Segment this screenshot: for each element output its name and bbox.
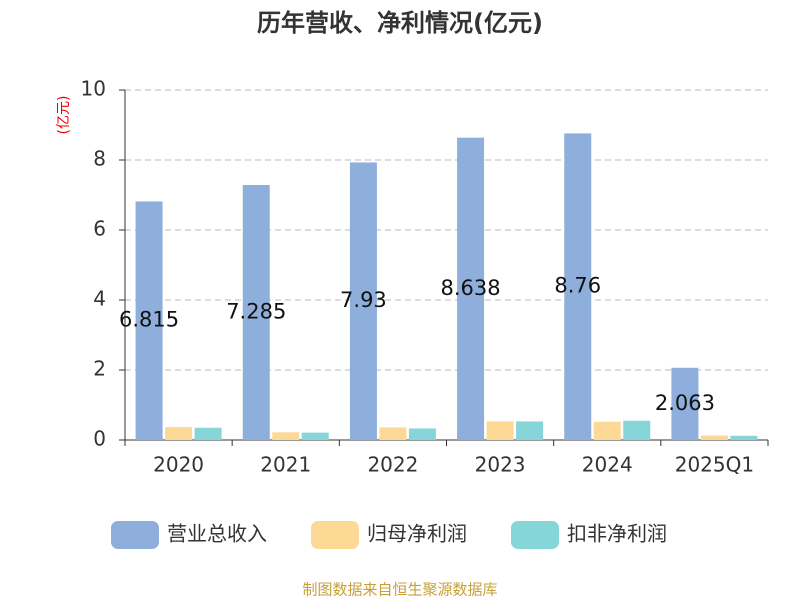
bar bbox=[486, 421, 514, 440]
y-tick-label: 6 bbox=[93, 217, 106, 241]
bar bbox=[301, 432, 329, 440]
y-tick-label: 10 bbox=[81, 77, 106, 101]
x-tick-label: 2022 bbox=[367, 453, 418, 477]
legend-label: 营业总收入 bbox=[167, 522, 267, 546]
x-tick-label: 2025Q1 bbox=[675, 453, 754, 477]
y-axis-label: (亿元) bbox=[56, 96, 72, 135]
chart-title: 历年营收、净利情况(亿元) bbox=[257, 9, 543, 37]
y-tick-label: 8 bbox=[93, 147, 106, 171]
data-label: 7.93 bbox=[340, 288, 387, 312]
bar bbox=[349, 162, 377, 440]
bar bbox=[564, 133, 592, 440]
bar bbox=[194, 427, 222, 440]
legend-swatch bbox=[111, 521, 159, 549]
bar bbox=[730, 435, 758, 440]
bar bbox=[272, 432, 300, 440]
bar bbox=[516, 421, 544, 440]
data-label: 8.638 bbox=[441, 276, 501, 300]
bar bbox=[408, 428, 436, 440]
y-tick-label: 2 bbox=[93, 357, 106, 381]
bar bbox=[457, 137, 485, 441]
data-label: 7.285 bbox=[226, 300, 286, 324]
bar bbox=[700, 435, 728, 440]
x-tick-label: 2021 bbox=[260, 453, 311, 477]
legend-swatch bbox=[311, 521, 359, 549]
bar bbox=[165, 427, 193, 440]
y-tick-label: 4 bbox=[93, 287, 106, 311]
legend-label: 扣非净利润 bbox=[567, 522, 667, 546]
y-tick-label: 0 bbox=[93, 427, 106, 451]
data-label: 8.76 bbox=[554, 274, 601, 298]
x-tick-label: 2023 bbox=[475, 453, 526, 477]
bar bbox=[593, 421, 621, 440]
data-label: 2.063 bbox=[655, 391, 715, 415]
source-note: 制图数据来自恒生聚源数据库 bbox=[302, 581, 497, 599]
x-tick-label: 2020 bbox=[153, 453, 204, 477]
x-tick-label: 2024 bbox=[582, 453, 633, 477]
bar bbox=[135, 201, 163, 440]
bar bbox=[242, 185, 270, 440]
legend-label: 归母净利润 bbox=[367, 522, 467, 546]
bar bbox=[379, 427, 407, 440]
bar bbox=[623, 420, 651, 440]
data-label: 6.815 bbox=[119, 308, 179, 332]
bar bbox=[671, 367, 699, 440]
legend-swatch bbox=[511, 521, 559, 549]
